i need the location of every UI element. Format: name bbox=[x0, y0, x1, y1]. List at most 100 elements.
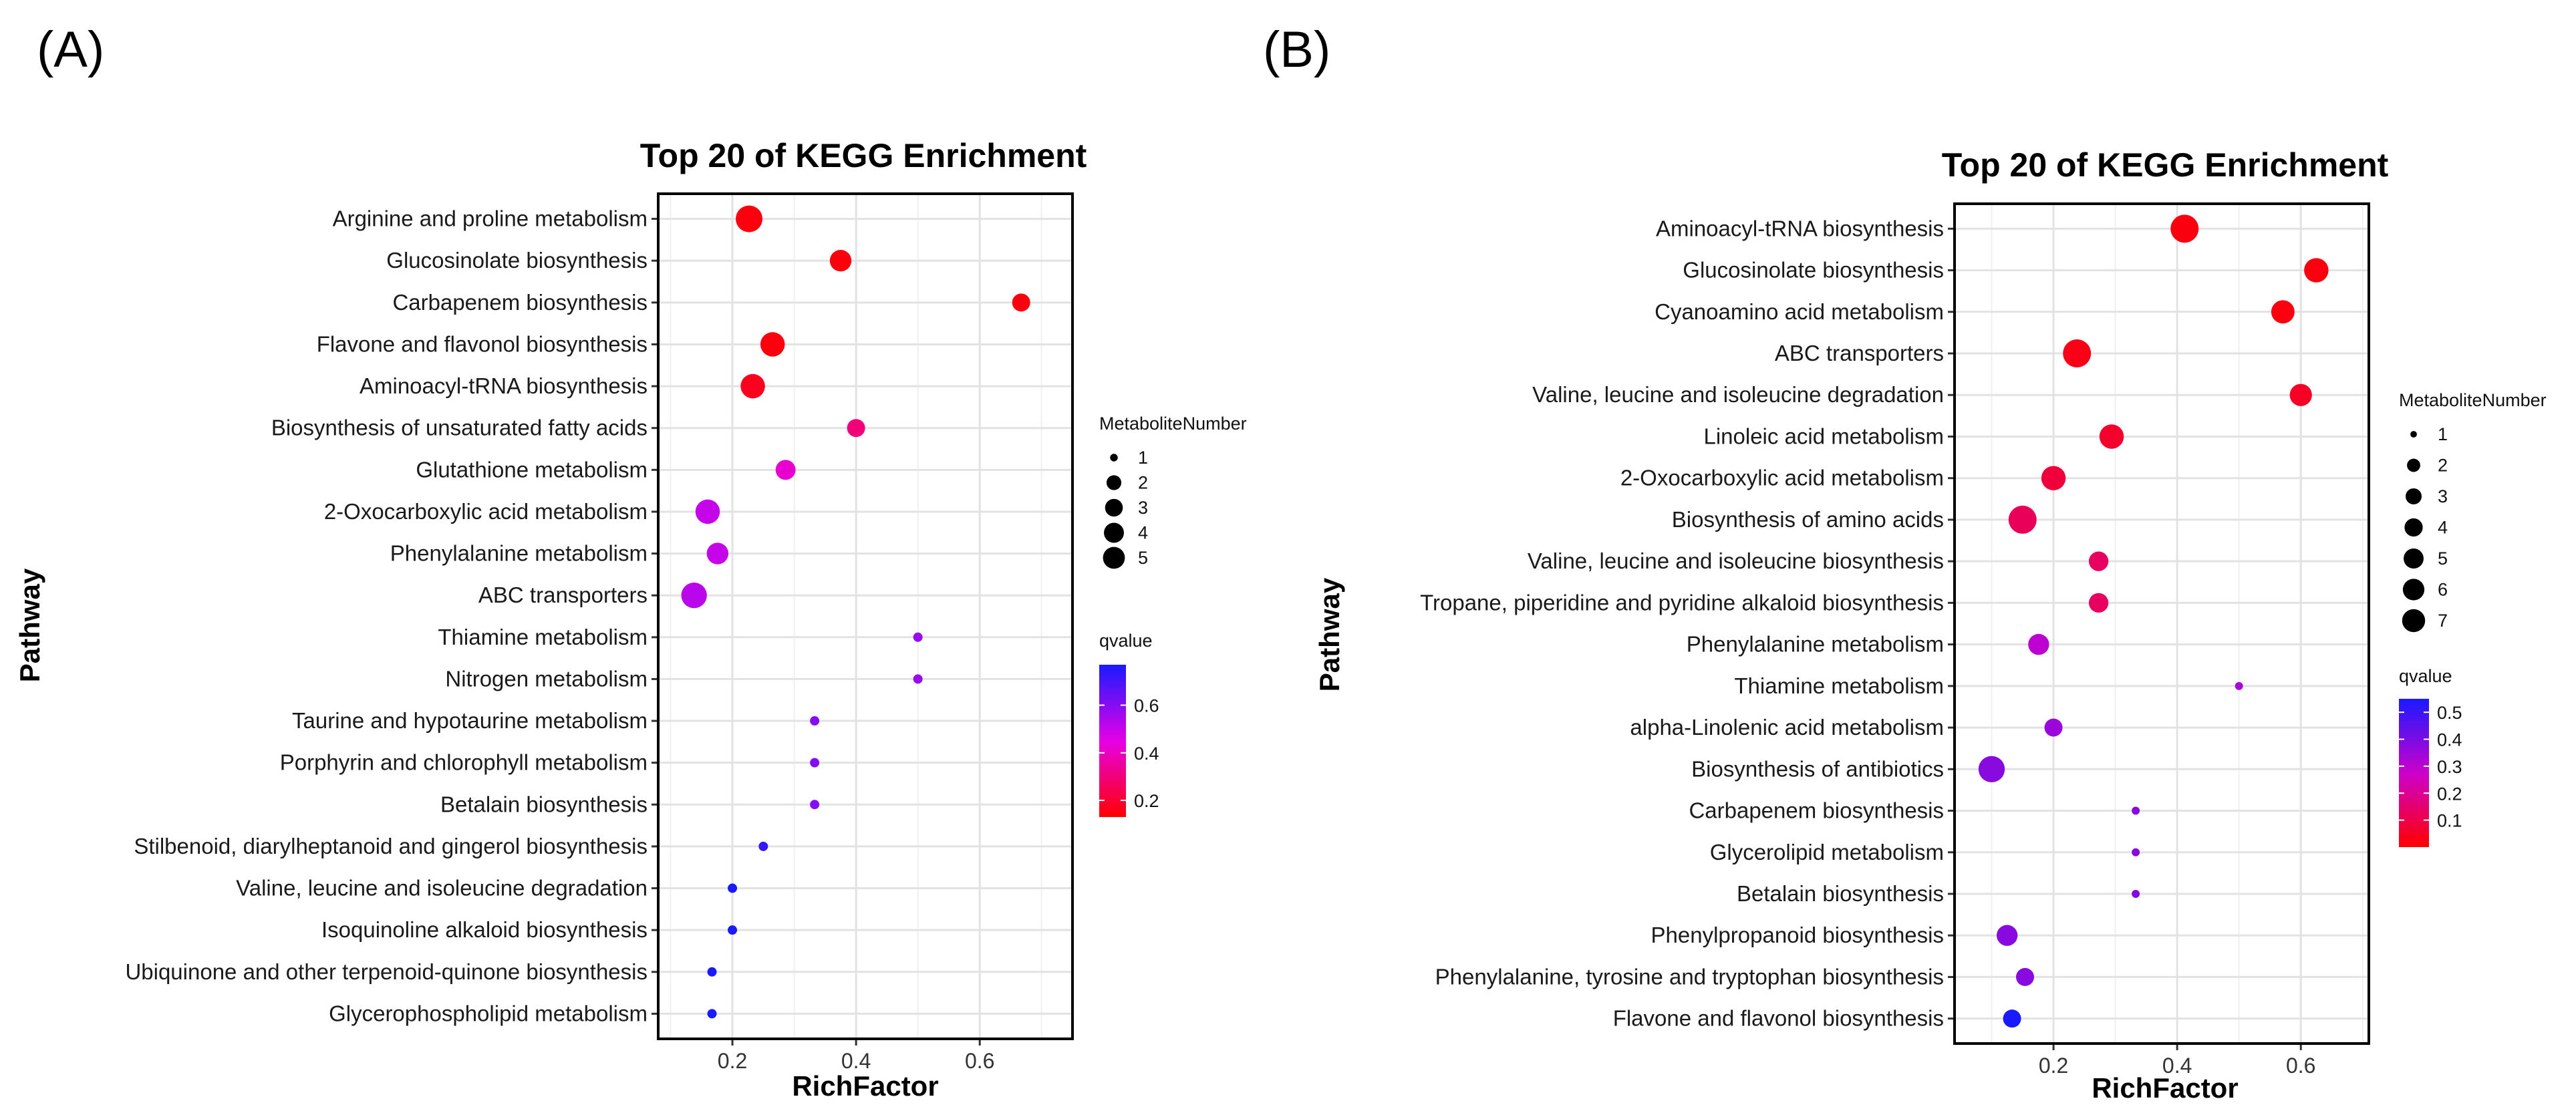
y-tick-label: Glucosinolate biosynthesis bbox=[386, 248, 648, 273]
size-legend-dot bbox=[2404, 518, 2423, 537]
panel-b: (B) Top 20 of KEGG Enrichment Aminoacyl-tR… bbox=[1263, 21, 2547, 1104]
data-point bbox=[2132, 889, 2140, 898]
data-point bbox=[728, 883, 738, 893]
color-bar-label: 0.3 bbox=[2437, 757, 2462, 777]
y-tick-label: Betalain biosynthesis bbox=[1737, 881, 1944, 906]
x-tick-label: 0.2 bbox=[718, 1049, 747, 1073]
data-point bbox=[2132, 806, 2140, 815]
size-legend-dot bbox=[2402, 579, 2425, 601]
y-tick-label: Tropane, piperidine and pyridine alkaloi… bbox=[1420, 590, 1944, 615]
y-tick-label: Aminoacyl-tRNA biosynthesis bbox=[360, 373, 648, 398]
data-point bbox=[1012, 293, 1030, 312]
data-point bbox=[810, 800, 820, 810]
size-legend-label: 7 bbox=[2438, 611, 2448, 631]
data-point bbox=[2063, 339, 2092, 368]
y-tick-label: ABC transporters bbox=[1775, 341, 1944, 365]
y-tick-label: Stilbenoid, diarylheptanoid and gingerol… bbox=[134, 834, 648, 858]
size-legend-title: MetaboliteNumber bbox=[1099, 414, 1247, 434]
color-bar-label: 0.2 bbox=[2437, 784, 2462, 804]
panel-a: (A) Top 20 of KEGG Enrichment Arginine and… bbox=[14, 21, 1247, 1102]
y-axis-label: Pathway bbox=[1314, 577, 1345, 691]
color-bar-label: 0.6 bbox=[1134, 696, 1159, 716]
color-legend: qvalue 0.2 0.4 0.6 bbox=[1099, 631, 1159, 817]
y-tick-label: Cyanoamino acid metabolism bbox=[1655, 299, 1944, 324]
y-tick-label: Phenylalanine metabolism bbox=[1687, 632, 1944, 657]
y-tick-label: Phenylpropanoid biosynthesis bbox=[1651, 923, 1944, 947]
x-tick-label: 0.2 bbox=[2039, 1054, 2068, 1078]
data-point bbox=[775, 460, 796, 480]
y-tick-label: Isoquinoline alkaloid biosynthesis bbox=[321, 917, 648, 942]
y-axis-label: Pathway bbox=[14, 568, 45, 682]
color-bar-label: 0.5 bbox=[2437, 703, 2462, 723]
plot-border bbox=[657, 192, 1074, 1040]
color-bar bbox=[1099, 665, 1126, 817]
size-legend-label: 6 bbox=[2438, 580, 2448, 600]
color-legend-title: qvalue bbox=[1099, 631, 1153, 651]
panel-label: (A) bbox=[37, 21, 104, 78]
size-legend-label: 3 bbox=[2438, 486, 2448, 506]
y-tick-label: 2-Oxocarboxylic acid metabolism bbox=[324, 499, 648, 524]
x-axis-label: RichFactor bbox=[792, 1070, 938, 1102]
y-tick-label: Biosynthesis of amino acids bbox=[1672, 507, 1944, 532]
data-point bbox=[2008, 505, 2037, 534]
data-point bbox=[2271, 300, 2295, 324]
size-legend-label: 1 bbox=[1138, 448, 1148, 468]
y-tick-label: Taurine and hypotaurine metabolism bbox=[292, 708, 648, 733]
data-point bbox=[2041, 466, 2066, 490]
data-point bbox=[810, 758, 820, 768]
y-tick-label: Glycerolipid metabolism bbox=[1710, 840, 1944, 864]
size-legend-label: 4 bbox=[2438, 518, 2448, 538]
x-tick-label: 0.4 bbox=[841, 1049, 871, 1073]
size-legend-dot bbox=[2404, 548, 2424, 569]
data-point bbox=[2289, 383, 2312, 406]
y-tick-label: Glycerophospholipid metabolism bbox=[329, 1001, 648, 1025]
data-point bbox=[2028, 633, 2049, 655]
data-point bbox=[2170, 214, 2199, 243]
y-tick-label: Thiamine metabolism bbox=[438, 625, 648, 649]
data-point bbox=[847, 419, 865, 438]
y-tick-label: Phenylalanine metabolism bbox=[390, 541, 648, 566]
size-legend-label: 1 bbox=[2438, 424, 2448, 444]
chart-title: Top 20 of KEGG Enrichment bbox=[640, 137, 1087, 174]
y-tick-label: Thiamine metabolism bbox=[1734, 673, 1944, 698]
data-point bbox=[913, 632, 923, 642]
y-tick-label: Ubiquinone and other terpenoid-quinone b… bbox=[125, 959, 648, 984]
chart-title: Top 20 of KEGG Enrichment bbox=[1942, 146, 2389, 184]
x-axis-label: RichFactor bbox=[2092, 1072, 2238, 1104]
size-legend-dot bbox=[1105, 498, 1123, 517]
size-legend-dot bbox=[1106, 475, 1122, 490]
panel-label: (B) bbox=[1263, 21, 1330, 78]
y-tick-label: ABC transporters bbox=[478, 583, 648, 607]
data-point bbox=[2015, 967, 2034, 986]
y-tick-label: Biosynthesis of antibiotics bbox=[1691, 756, 1944, 781]
data-point bbox=[1978, 756, 2005, 782]
data-point bbox=[695, 499, 720, 524]
data-point bbox=[2099, 424, 2124, 449]
data-point bbox=[736, 205, 763, 232]
color-bar-label: 0.1 bbox=[2437, 811, 2462, 831]
x-tick-label: 0.6 bbox=[965, 1049, 994, 1073]
y-tick-label: Porphyrin and chlorophyll metabolism bbox=[280, 750, 648, 775]
data-point bbox=[2003, 1009, 2021, 1028]
data-point bbox=[1996, 925, 2018, 946]
y-tick-label: Valine, leucine and isoleucine biosynthe… bbox=[1528, 548, 1944, 573]
size-legend-dot bbox=[2402, 609, 2426, 633]
data-point bbox=[760, 332, 785, 357]
y-tick-label: Valine, leucine and isoleucine degradati… bbox=[236, 876, 648, 901]
x-tick-label: 0.4 bbox=[2162, 1054, 2192, 1078]
plot-border bbox=[1953, 202, 2370, 1045]
size-legend-dot bbox=[1103, 546, 1125, 569]
y-tick-label: Glucosinolate biosynthesis bbox=[1683, 258, 1944, 283]
color-bar-label: 0.4 bbox=[1134, 744, 1159, 764]
size-legend: MetaboliteNumber 1 2 3 4 5 6 7 bbox=[2399, 390, 2547, 633]
size-legend-dot bbox=[2410, 431, 2417, 438]
data-point bbox=[728, 925, 738, 935]
size-legend-label: 3 bbox=[1138, 498, 1148, 518]
data-point bbox=[707, 1009, 717, 1019]
size-legend-label: 2 bbox=[2438, 456, 2448, 476]
y-tick-label: Betalain biosynthesis bbox=[440, 792, 648, 816]
size-legend-dot bbox=[2405, 488, 2422, 505]
y-tick-label: Nitrogen metabolism bbox=[445, 666, 648, 691]
y-tick-label: Flavone and flavonol biosynthesis bbox=[1613, 1006, 1944, 1031]
